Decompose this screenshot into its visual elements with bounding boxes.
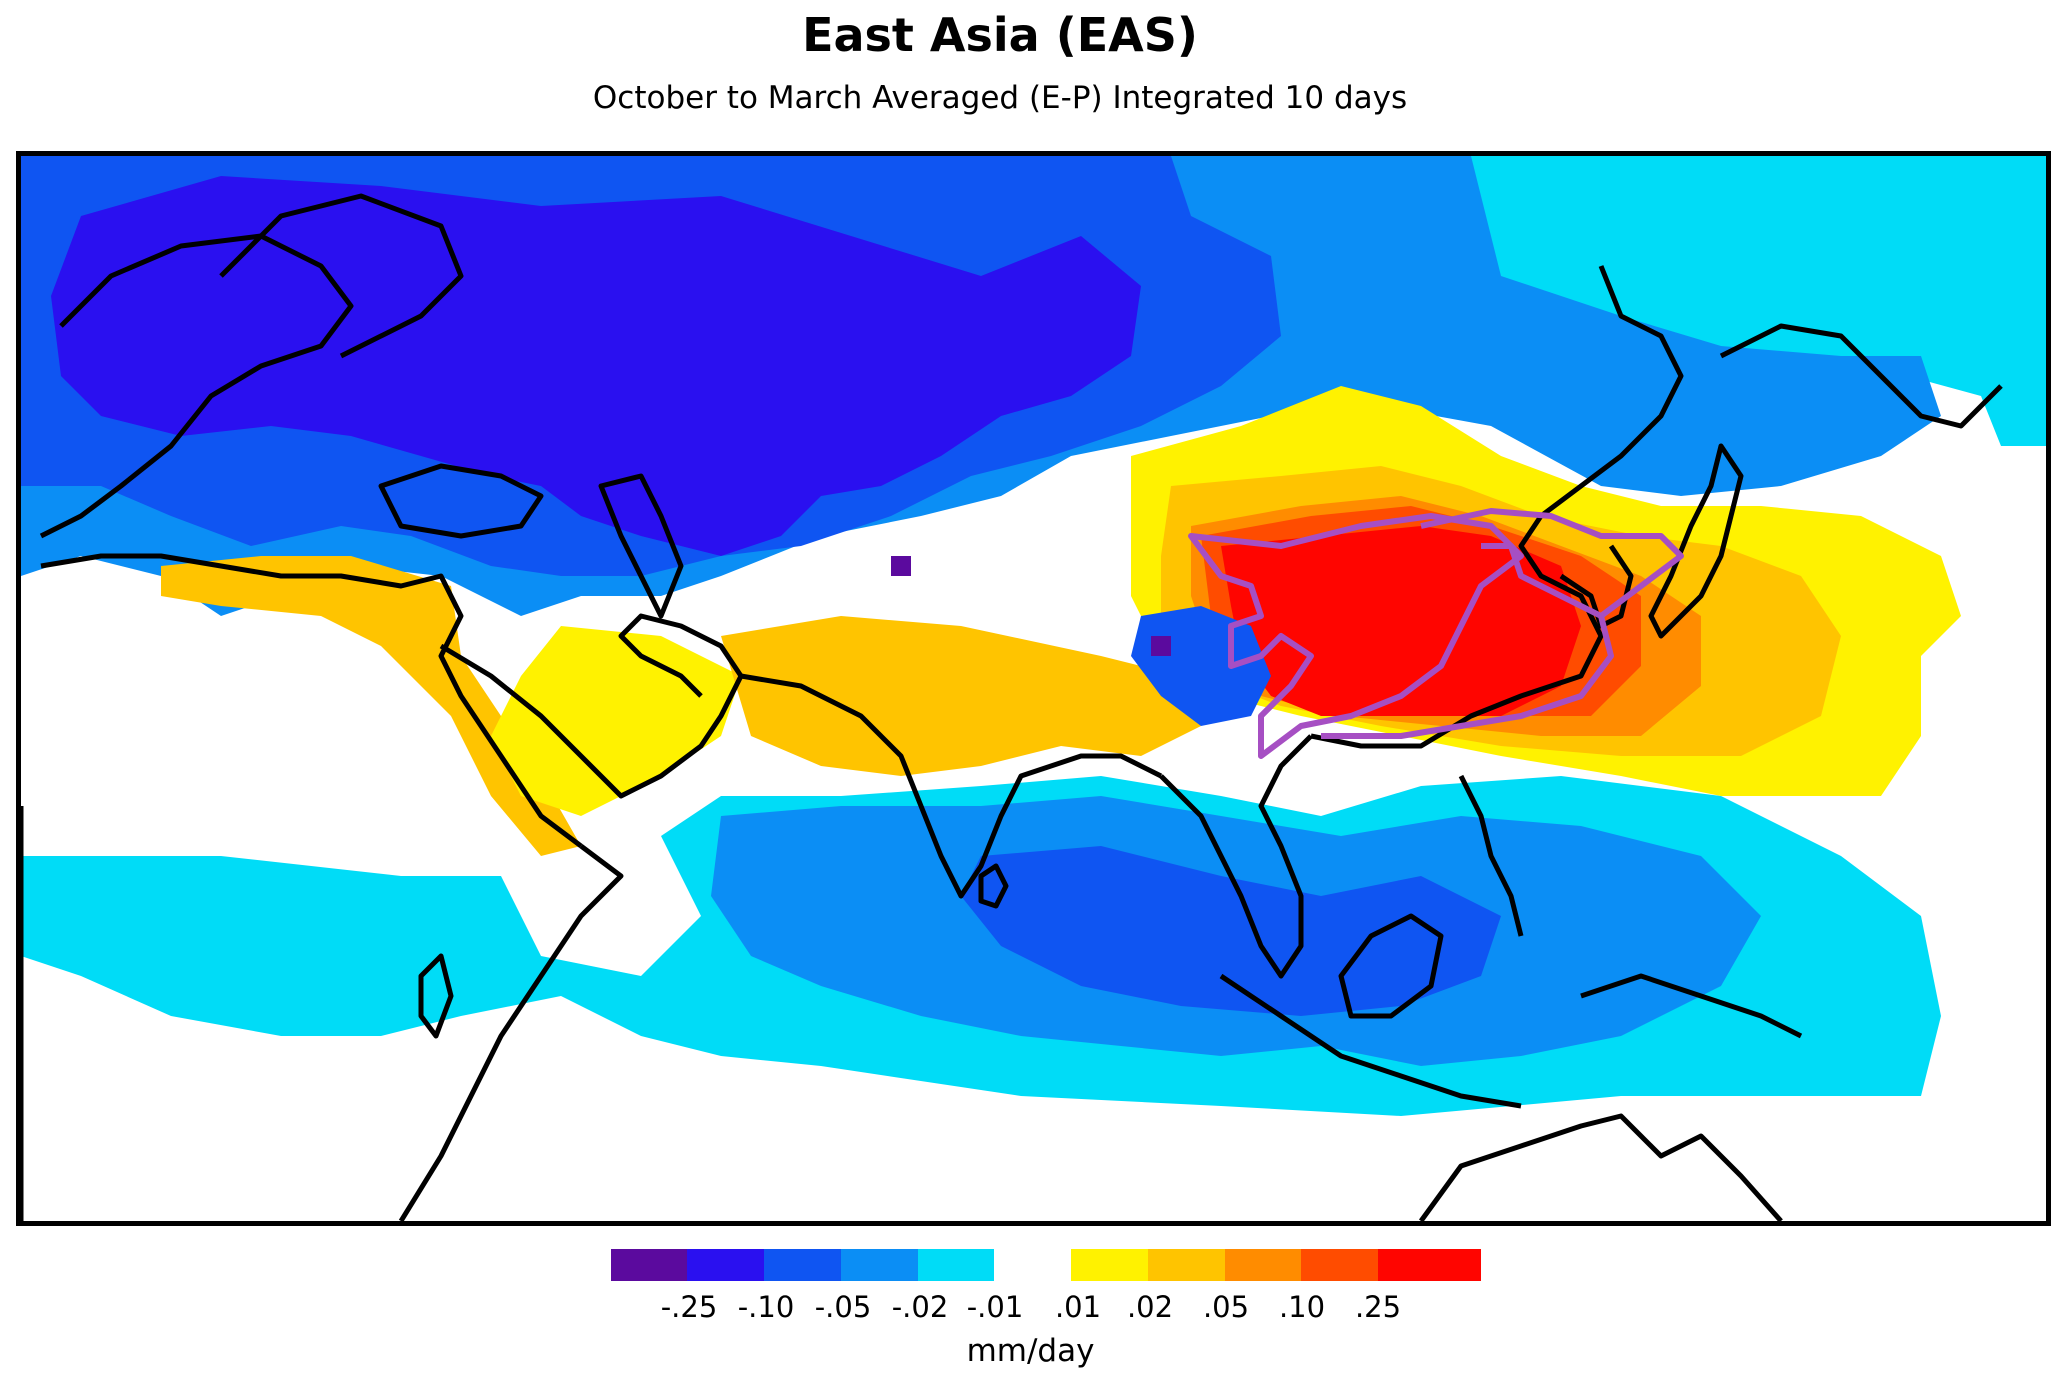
colorbar-bin — [1378, 1249, 1481, 1281]
coastline-kamchatka — [1719, 323, 2003, 429]
field-orange-mediterranean — [161, 556, 581, 856]
map-subtitle: October to March Averaged (E-P) Integrat… — [592, 80, 1408, 116]
colorbar-bin — [1071, 1249, 1148, 1281]
coastline-australia — [1418, 1113, 1783, 1221]
colorbar-bin — [841, 1249, 918, 1281]
coastline-africa — [21, 806, 624, 1221]
field-red-east-asia — [1221, 526, 1581, 716]
source-region-korea-japan — [1420, 508, 1684, 619]
colorbar-tick-label: .10 — [1278, 1290, 1326, 1324]
colorbar-tick-label: -.05 — [814, 1290, 872, 1324]
map-canvas — [21, 156, 2046, 1221]
colorbar-tick-label: .05 — [1202, 1290, 1250, 1324]
colorbar-bin — [1148, 1249, 1225, 1281]
colorbar-bin — [687, 1249, 764, 1281]
colorbar-tick-label: .02 — [1126, 1290, 1174, 1324]
colorbar-bin — [918, 1249, 994, 1281]
field-purple-cell-2 — [1151, 636, 1171, 656]
coastline-black-sea — [378, 463, 544, 539]
field-yellow-india — [721, 616, 1201, 776]
coastline-philippines — [1458, 774, 1524, 937]
coastline-sri-lanka — [978, 863, 1009, 909]
colorbar — [611, 1249, 1481, 1281]
colorbar-bin — [764, 1249, 841, 1281]
coastline-scandinavia — [219, 193, 464, 359]
field-dark-blue-indian-ocean — [961, 846, 1501, 1016]
coastline-china — [1310, 265, 1684, 749]
coastline-sumatra-java — [1219, 973, 1522, 1109]
colorbar-units: mm/day — [966, 1333, 1095, 1369]
coastline-madagascar — [418, 953, 454, 1039]
map-panel — [16, 151, 2051, 1226]
colorbar-tick-label: -.02 — [891, 1290, 949, 1324]
colorbar-tick-label: -.25 — [660, 1290, 718, 1324]
coastline-new-guinea — [1580, 973, 1803, 1039]
field-cyan-north — [1421, 156, 2046, 446]
coastline-europe — [39, 233, 354, 539]
coastline-mediterranean — [40, 553, 583, 848]
colorbar-bin — [994, 1249, 1071, 1281]
coastline-korea — [1559, 544, 1634, 629]
coastline-southeast-asia — [1159, 734, 1313, 979]
field-purple-cell — [891, 556, 911, 576]
colorbar-tick-label: .01 — [1054, 1290, 1102, 1324]
source-region-mainland — [1188, 513, 1524, 759]
coastline-arabia — [439, 613, 744, 799]
colorbar-bin — [1301, 1249, 1378, 1281]
coastlines — [21, 193, 2003, 1221]
colorbar-bin — [611, 1249, 687, 1281]
coastline-india — [740, 673, 1163, 899]
source-region-coast — [1321, 615, 1614, 739]
coastline-caspian — [598, 473, 684, 619]
map-title: East Asia (EAS) — [802, 8, 1198, 62]
colorbar-bin — [1225, 1249, 1301, 1281]
source-region-outline — [1188, 508, 1684, 759]
coastline-japan — [1648, 443, 1744, 639]
coastline-borneo — [1338, 913, 1444, 1019]
colorbar-tick-label: -.01 — [966, 1290, 1024, 1324]
colorbar-tick-label: -.10 — [737, 1290, 795, 1324]
colorbar-tick-label: .25 — [1354, 1290, 1402, 1324]
